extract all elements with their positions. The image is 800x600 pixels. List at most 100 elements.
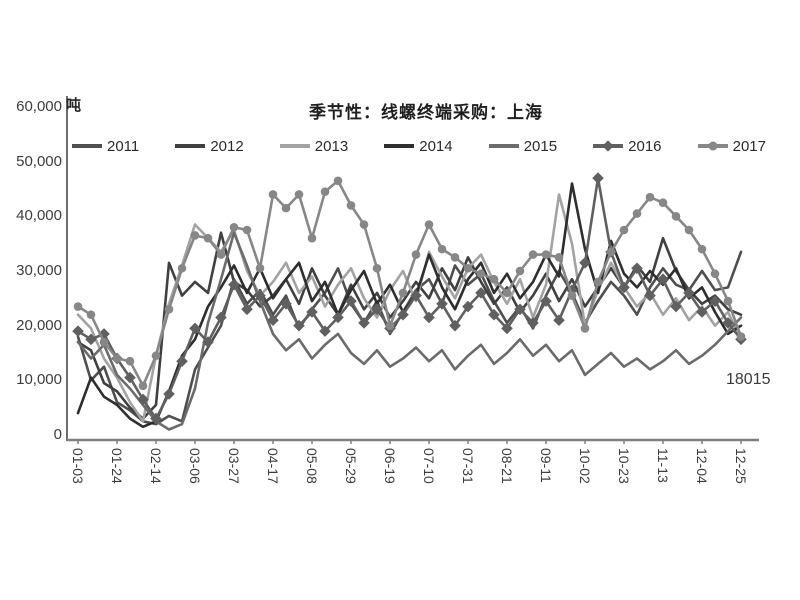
- legend-label: 2015: [523, 137, 558, 155]
- marker-circle-2017: [697, 244, 707, 254]
- series-line-2017: [76, 179, 743, 388]
- last-value-label: 18015: [726, 371, 771, 388]
- marker-circle-2017: [398, 288, 408, 298]
- y-tick-label: 60,000: [16, 98, 62, 115]
- marker-circle-2017: [450, 253, 460, 262]
- diamond-icon: [602, 140, 614, 152]
- marker-circle-2017: [424, 220, 434, 229]
- marker-circle-2017: [151, 351, 161, 361]
- marker-circle-2017: [606, 247, 616, 257]
- legend-label: 2011: [107, 137, 140, 155]
- legend-diamond-swatch: [593, 140, 624, 152]
- x-tick-label: 06-19: [382, 448, 398, 484]
- marker-circle-2017: [671, 212, 681, 221]
- marker-circle-2017: [489, 274, 499, 284]
- marker-circle-2017: [632, 209, 642, 218]
- legend-item-2013: 2013: [279, 137, 349, 155]
- marker-diamond-2016: [657, 273, 669, 285]
- marker-circle-2017: [255, 263, 265, 273]
- y-axis-unit-label: 吨: [66, 97, 82, 114]
- x-tick-label: 09-11: [538, 448, 554, 483]
- legend-item-2011: 2011: [72, 138, 139, 155]
- marker-circle-2017: [216, 250, 226, 259]
- marker-circle-2017: [515, 266, 525, 276]
- marker-circle-2017: [190, 231, 200, 240]
- marker-circle-2017: [229, 222, 239, 232]
- marker-circle-2017: [112, 354, 122, 363]
- marker-circle-2017: [372, 263, 382, 273]
- marker-diamond-2016: [527, 317, 539, 329]
- marker-diamond-2016: [618, 281, 630, 294]
- marker-circle-2017: [359, 220, 369, 229]
- marker-circle-2017: [268, 190, 278, 199]
- marker-circle-2017: [502, 288, 512, 298]
- marker-circle-2017: [73, 302, 83, 311]
- series-line-2012: [76, 231, 743, 420]
- marker-diamond-2016: [644, 289, 656, 302]
- x-tick-label: 07-31: [460, 448, 476, 484]
- legend-item-2012: 2012: [175, 137, 244, 155]
- x-tick-label: 12-04: [694, 448, 710, 484]
- chart-title: 季节性：线螺终端采购：上海: [309, 103, 543, 122]
- marker-circle-2017: [99, 337, 109, 347]
- marker-circle-2017: [411, 250, 421, 259]
- marker-diamond-2016: [579, 257, 591, 269]
- legend-label: 2012: [210, 137, 244, 155]
- marker-circle-2017: [86, 310, 96, 320]
- x-tick-label: 10-02: [577, 448, 593, 484]
- legend-item-2014: 2014: [384, 137, 453, 155]
- marker-circle-2017: [541, 250, 551, 259]
- marker-diamond-2016: [592, 172, 604, 184]
- marker-circle-2017: [320, 187, 330, 197]
- marker-circle-2017: [125, 356, 135, 366]
- y-tick-label: 30,000: [16, 262, 62, 279]
- y-tick-label: 40,000: [16, 207, 62, 225]
- chart-legend: 2011 2012 2013 2014 2015 2016 2017: [72, 135, 766, 157]
- legend-item-2015: 2015: [488, 137, 558, 155]
- marker-diamond-2016: [553, 314, 565, 326]
- marker-diamond-2016: [514, 303, 526, 316]
- legend-line-swatch: [384, 144, 415, 148]
- marker-circle-2017: [281, 203, 291, 213]
- x-tick-label: 05-08: [304, 448, 320, 484]
- marker-circle-2017: [203, 233, 213, 243]
- x-tick-label: 04-17: [265, 448, 281, 484]
- marker-circle-2017: [593, 277, 603, 287]
- marker-circle-2017: [619, 225, 629, 235]
- marker-circle-2017: [333, 176, 343, 186]
- marker-circle-2017: [463, 263, 473, 273]
- series-line-2015: [76, 231, 743, 431]
- series-line-2013: [76, 193, 743, 423]
- marker-circle-2017: [385, 321, 395, 330]
- marker-circle-2017: [346, 201, 356, 210]
- legend-circle-swatch: [697, 141, 728, 151]
- series-line-2016: [76, 176, 743, 420]
- legend-label: 2016: [628, 137, 662, 155]
- marker-circle-2017: [684, 225, 694, 235]
- marker-circle-2017: [736, 332, 746, 341]
- circle-icon: [708, 141, 718, 151]
- marker-circle-2017: [164, 304, 174, 314]
- x-tick-label: 11-13: [655, 448, 671, 483]
- y-tick-label: 50,000: [16, 152, 62, 170]
- marker-circle-2017: [138, 381, 148, 391]
- legend-label: 2014: [419, 137, 453, 155]
- marker-diamond-2016: [683, 287, 695, 299]
- x-tick-label: 07-10: [421, 448, 437, 484]
- marker-circle-2017: [567, 291, 577, 300]
- series-line-2011: [76, 250, 743, 426]
- x-tick-label: 10-23: [616, 448, 632, 484]
- marker-circle-2017: [476, 269, 486, 279]
- x-tick-label: 12-25: [733, 448, 749, 484]
- marker-circle-2017: [554, 253, 564, 262]
- marker-circle-2017: [528, 250, 538, 259]
- marker-circle-2017: [307, 233, 317, 243]
- marker-diamond-2016: [670, 300, 682, 313]
- legend-label: 2013: [314, 137, 349, 155]
- x-tick-label: 01-03: [70, 448, 86, 484]
- marker-circle-2017: [242, 225, 252, 235]
- marker-circle-2017: [658, 198, 668, 207]
- marker-diamond-2016: [696, 306, 708, 318]
